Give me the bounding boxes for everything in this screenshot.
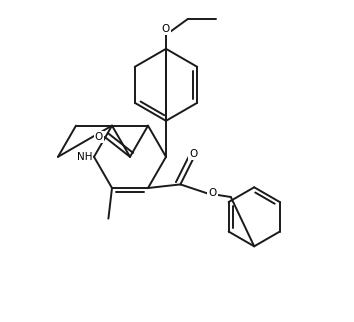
Text: O: O [209,188,217,198]
Text: O: O [95,132,103,142]
Text: NH: NH [76,152,92,162]
Text: O: O [189,149,197,159]
Text: O: O [162,24,170,34]
